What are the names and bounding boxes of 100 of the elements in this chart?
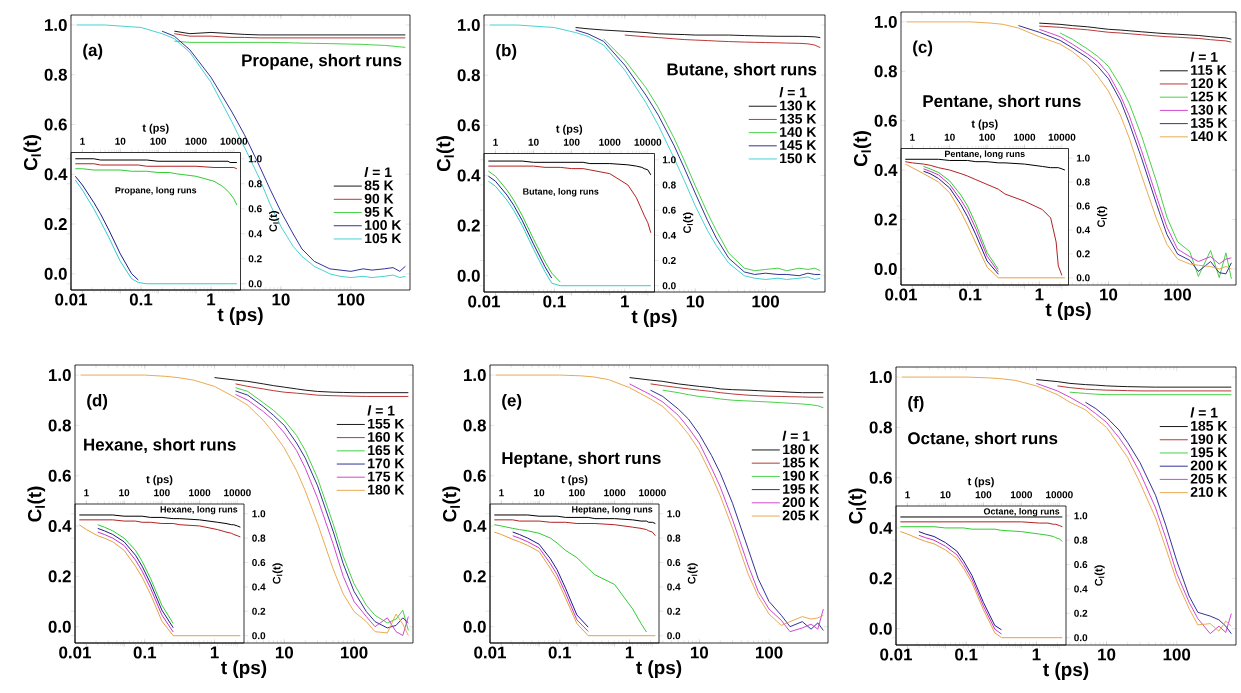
annotation: Octane, short runs — [908, 431, 1058, 447]
y-tick-label: 0.2 — [869, 572, 892, 585]
legend-title: l = 1 — [1190, 407, 1218, 418]
x-tick-label: 1000 — [599, 138, 621, 146]
x-tick-label: 100 — [1164, 288, 1192, 301]
x-tick-label: 1 — [80, 137, 85, 145]
y-tick-label: 1.0 — [875, 15, 897, 28]
legend-label: 140 K — [780, 127, 817, 137]
legend-label: 85 K — [364, 180, 394, 191]
x-tick-label: 100 — [569, 489, 585, 497]
x-tick-label: 0.1 — [129, 293, 153, 306]
annotation: Pentane, short runs — [923, 94, 1081, 110]
x-tick-label: 10 — [940, 491, 951, 499]
legend-label: 180 K — [783, 444, 820, 455]
y-tick-label: 0.8 — [869, 421, 892, 434]
y-tick-label: 1.0 — [870, 371, 892, 384]
y-tick-label: 0.4 — [48, 520, 72, 533]
y-tick-label: 0.8 — [662, 181, 676, 189]
x-tick-label: 1 — [84, 489, 89, 497]
x-axis-title: t (ps) — [967, 477, 994, 488]
y-tick-label: 0.0 — [1076, 274, 1090, 282]
y-axis-title: C$_{l}$(t) — [23, 135, 42, 171]
y-tick-label: 0.0 — [874, 262, 897, 275]
y-axis-title: C$_{l}$(t) — [848, 488, 867, 524]
x-tick-label: 100 — [975, 491, 992, 499]
y-tick-label: 1.0 — [1076, 154, 1090, 162]
legend-label: 170 K — [368, 458, 405, 469]
x-tick-label: 10 — [275, 646, 293, 659]
x-tick-label: 100 — [752, 295, 779, 308]
x-tick-label: 10000 — [639, 489, 666, 497]
y-tick-label: 1.0 — [248, 155, 262, 163]
annotation: Octane, long runs — [983, 507, 1060, 517]
x-tick-label: 100 — [979, 133, 996, 141]
legend-title: l = 1 — [779, 87, 807, 98]
y-tick-label: 0.2 — [44, 218, 67, 231]
legend-label: 205 K — [782, 510, 820, 521]
y-axis-title: C$_{l}$(t) — [442, 486, 461, 522]
legend-label: 205 K — [1190, 473, 1228, 484]
legend-label: 135 K — [780, 113, 817, 124]
y-tick-label: 1.0 — [252, 510, 266, 518]
x-tick-label: 10 — [115, 137, 126, 145]
annotation: (f) — [908, 396, 924, 412]
y-tick-label: 0.6 — [44, 118, 67, 131]
x-tick-label: 1 — [905, 491, 910, 499]
annotation: (b) — [496, 43, 517, 60]
x-axis-title: t (ps) — [1043, 662, 1089, 680]
y-axis-title: C$_{l}$(t) — [687, 563, 698, 584]
y-tick-label: 0.0 — [48, 620, 71, 633]
legend-label: 105 K — [365, 233, 402, 244]
y-tick-label: 0.8 — [44, 68, 67, 81]
y-tick-label: 0.2 — [874, 213, 897, 226]
y-tick-label: 0.0 — [1074, 634, 1088, 642]
legend-label: 180 K — [368, 484, 405, 495]
x-tick-label: 0.1 — [543, 295, 566, 308]
y-tick-label: 0.8 — [48, 419, 71, 432]
y-axis-title: C$_{l}$(t) — [853, 131, 872, 167]
legend-label: 140 K — [1191, 131, 1228, 142]
legend-label: 90 K — [364, 193, 394, 204]
x-tick-label: 100 — [340, 646, 368, 659]
x-tick-label: 1 — [210, 646, 219, 659]
y-tick-label: 0.8 — [252, 534, 266, 542]
y-tick-label: 0.4 — [874, 164, 898, 177]
y-tick-label: 0.4 — [248, 230, 263, 238]
annotation: Butane, long runs — [523, 188, 599, 197]
y-axis-title: C$_{l}$(t) — [268, 211, 280, 232]
y-tick-label: 0.4 — [463, 520, 487, 533]
annotation: Butane, short runs — [667, 62, 817, 78]
y-tick-label: 0.2 — [252, 607, 266, 615]
x-tick-label: 100 — [755, 646, 783, 659]
x-tick-label: 1 — [207, 293, 216, 306]
legend-label: 195 K — [783, 483, 820, 494]
y-axis-title: C$_{l}$(t) — [436, 136, 455, 172]
legend-title: l = 1 — [1190, 51, 1218, 62]
x-tick-label: 0.01 — [55, 293, 88, 306]
annotation: Pentane, long runs — [945, 150, 1025, 159]
y-tick-label: 0.8 — [1074, 536, 1088, 544]
legend-label: 195 K — [1191, 447, 1228, 458]
y-tick-label: 0.6 — [1076, 202, 1090, 210]
x-tick-label: 10000 — [1048, 133, 1076, 141]
y-tick-label: 0.6 — [1074, 561, 1088, 569]
legend-label: 130 K — [780, 100, 817, 111]
y-tick-label: 0.0 — [252, 632, 266, 640]
x-tick-label: 10000 — [224, 489, 251, 497]
legend-label: 190 K — [1191, 434, 1228, 445]
legend-label: 190 K — [783, 470, 820, 481]
x-tick-label: 100 — [337, 293, 365, 306]
y-tick-label: 0.0 — [457, 269, 480, 282]
y-tick-label: 1.0 — [464, 369, 486, 382]
y-tick-label: 0.8 — [463, 419, 486, 432]
y-tick-label: 1.0 — [662, 156, 676, 164]
y-tick-label: 0.2 — [1076, 250, 1090, 258]
x-tick-label: 0.1 — [133, 646, 157, 659]
annotation: (a) — [83, 43, 103, 60]
legend-label: 200 K — [1190, 460, 1228, 471]
y-tick-label: 0.6 — [874, 114, 897, 127]
y-tick-label: 0.4 — [667, 583, 681, 591]
x-tick-label: 100 — [563, 138, 580, 146]
x-tick-label: 0.01 — [468, 295, 501, 308]
x-axis-title: t (ps) — [146, 475, 173, 486]
x-tick-label: 100 — [154, 489, 170, 497]
